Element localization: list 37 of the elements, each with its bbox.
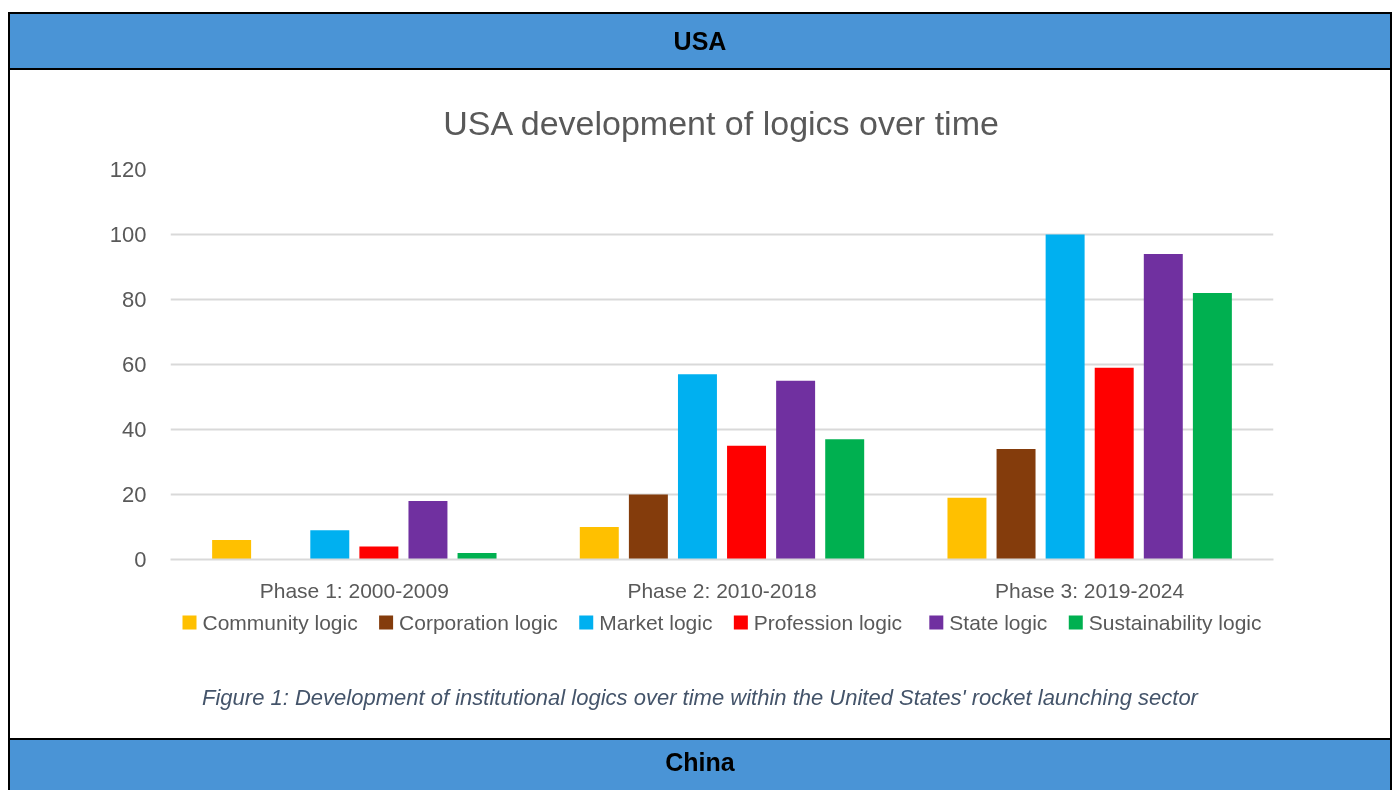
bar [628, 494, 668, 560]
bar [677, 374, 717, 560]
chart-title: USA development of logics over time [443, 103, 999, 142]
bar [1143, 254, 1183, 560]
y-tick-label: 60 [122, 352, 147, 377]
x-tick-label: Phase 1: 2000-2009 [259, 578, 449, 602]
bar [1045, 234, 1085, 560]
bar [776, 380, 816, 560]
bar [996, 449, 1036, 560]
y-tick-label: 120 [109, 157, 147, 182]
bar [1094, 367, 1134, 560]
bar [825, 439, 865, 560]
y-tick-label: 20 [122, 482, 147, 507]
bar [579, 527, 619, 560]
legend-label: Market logic [599, 611, 713, 634]
text: USA [8, 12, 1392, 70]
y-tick-label: 40 [122, 417, 147, 442]
legend-label: Profession logic [753, 611, 903, 634]
bar [457, 553, 497, 560]
y-tick-label: 80 [122, 287, 147, 312]
bar [408, 501, 448, 560]
bar [310, 530, 350, 560]
bar [727, 445, 767, 560]
legend-label: Sustainability logic [1088, 611, 1262, 634]
x-tick-label: Phase 3: 2019-2024 [995, 578, 1185, 602]
y-tick-label: 0 [134, 547, 147, 572]
legend-label: Community logic [202, 611, 358, 634]
caption: Figure 1: Development of institutional logics over time within the United States' rocket launching sector [201, 684, 1200, 712]
text: China [8, 738, 1392, 790]
bar [1192, 293, 1232, 560]
x-tick-label: Phase 2: 2010-2018 [627, 578, 817, 602]
bar [947, 497, 987, 560]
legend-label: State logic [949, 611, 1048, 634]
y-tick-label: 100 [109, 222, 147, 247]
bar [359, 546, 399, 560]
bar [212, 540, 252, 560]
legend-label: Corporation logic [399, 611, 558, 634]
